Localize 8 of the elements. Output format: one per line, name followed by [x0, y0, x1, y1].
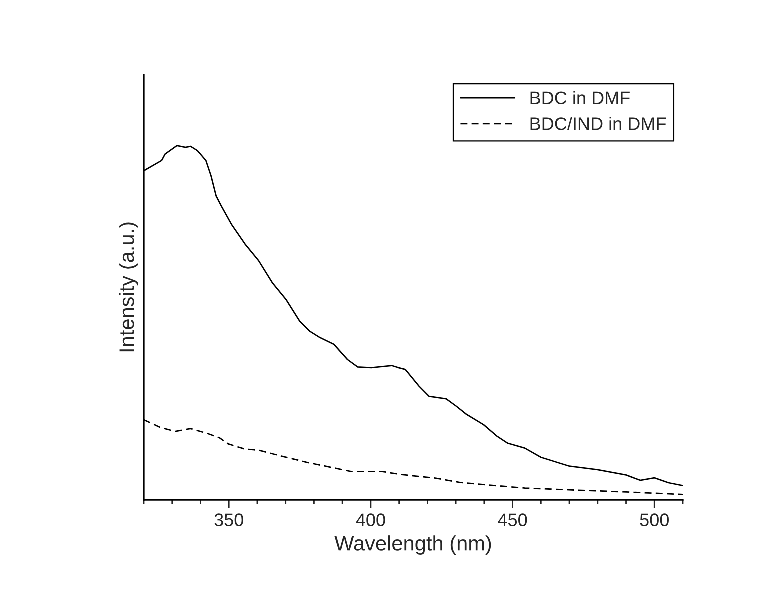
x-tick-label: 350: [214, 514, 244, 526]
legend-label: BDC in DMF: [530, 91, 630, 105]
legend-label: BDC/IND in DMF: [530, 117, 666, 130]
x-tick-label: 450: [498, 514, 528, 526]
x-tick-label: 400: [356, 514, 386, 526]
x-tick-label: 500: [640, 514, 669, 526]
x-axis-title: Wavelength (nm): [334, 536, 492, 555]
y-axis-title: Intensity (a.u.): [119, 222, 138, 352]
